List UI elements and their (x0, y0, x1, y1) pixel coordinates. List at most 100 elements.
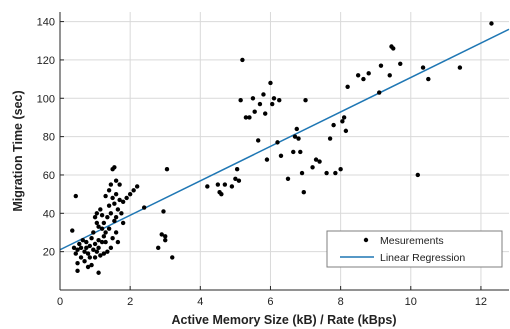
data-point (426, 76, 431, 82)
data-point (292, 134, 298, 139)
data-point (70, 228, 75, 233)
data-point (250, 96, 256, 101)
data-point (252, 109, 257, 114)
data-point (87, 255, 93, 260)
data-point (106, 188, 112, 193)
data-point (85, 251, 91, 256)
data-point (261, 92, 266, 97)
data-point (317, 159, 322, 164)
x-tick-label: 12 (475, 296, 487, 308)
data-point (80, 237, 86, 243)
data-point (219, 191, 224, 197)
data-point (120, 199, 126, 205)
x-tick-label: 4 (197, 296, 203, 308)
data-point (115, 207, 121, 212)
y-axis-label: Migration Time (sec) (11, 90, 25, 211)
data-point (106, 226, 112, 231)
data-point (96, 224, 101, 229)
data-point (420, 65, 426, 70)
data-point (294, 126, 299, 132)
data-point (278, 153, 284, 158)
legend-label-regression: Linear Regression (380, 252, 465, 264)
data-point (255, 138, 261, 143)
data-point (103, 230, 108, 235)
data-point (113, 230, 119, 235)
point-layer (70, 21, 494, 275)
data-point (92, 255, 98, 260)
data-point (75, 260, 80, 266)
data-point (156, 245, 161, 251)
data-point (163, 234, 168, 239)
data-point (113, 191, 119, 197)
data-point (291, 149, 296, 155)
data-point (355, 73, 361, 78)
data-point (270, 101, 275, 107)
data-point (96, 237, 101, 243)
x-axis-label: Active Memory Size (kB) / Rate (kBps) (171, 313, 396, 327)
y-tick-label: 120 (37, 55, 55, 67)
legend: Mesurements Linear Regression (326, 230, 503, 268)
y-tick-label: 40 (43, 208, 55, 220)
y-tick-label: 80 (43, 132, 55, 144)
data-point (105, 214, 110, 220)
x-tick-label: 2 (127, 296, 133, 308)
data-point (170, 255, 175, 260)
data-point (275, 140, 280, 145)
data-point (94, 211, 100, 216)
data-point (82, 249, 87, 254)
x-tick-label: 10 (405, 296, 417, 308)
x-tick-label: 6 (267, 296, 273, 308)
data-point (87, 243, 93, 249)
data-point (73, 251, 78, 256)
data-point (263, 111, 268, 116)
data-point (343, 128, 349, 134)
data-point (112, 218, 117, 224)
data-point (103, 193, 108, 199)
data-point (238, 97, 243, 103)
data-point (89, 236, 94, 241)
data-point (236, 178, 242, 183)
data-point (119, 211, 124, 216)
data-point (161, 209, 166, 214)
data-point (85, 264, 91, 270)
data-point (124, 195, 129, 201)
data-point (164, 167, 170, 172)
data-point (112, 165, 117, 170)
y-tick-label: 100 (37, 93, 55, 105)
data-point (310, 165, 315, 170)
legend-box (326, 230, 503, 268)
data-point (338, 167, 343, 172)
tick-layer: 0 2 4 6 8 10 12 20 40 60 80 100 120 140 (37, 17, 487, 308)
data-point (78, 245, 84, 251)
data-point (106, 203, 112, 208)
data-point (94, 249, 100, 254)
data-point (205, 184, 210, 189)
data-point (378, 63, 384, 68)
data-point (366, 71, 371, 76)
data-point (285, 176, 291, 181)
data-point (75, 247, 80, 252)
data-point (233, 176, 238, 181)
data-point (234, 167, 240, 172)
data-point (271, 96, 277, 101)
data-point (131, 188, 136, 193)
data-point (78, 255, 84, 260)
data-point (489, 21, 494, 26)
data-point (117, 182, 122, 187)
legend-marker-mesurements (363, 237, 369, 243)
data-point (127, 191, 133, 197)
data-point (229, 184, 235, 189)
data-point (303, 97, 308, 103)
data-point (301, 190, 306, 195)
data-point (91, 247, 96, 252)
data-point (110, 195, 115, 201)
data-point (391, 46, 396, 51)
data-point (77, 241, 82, 247)
data-point (117, 197, 122, 203)
data-point (341, 115, 347, 120)
data-point (108, 245, 114, 251)
y-tick-label: 60 (43, 170, 55, 182)
data-point (298, 149, 303, 155)
data-point (101, 251, 107, 256)
